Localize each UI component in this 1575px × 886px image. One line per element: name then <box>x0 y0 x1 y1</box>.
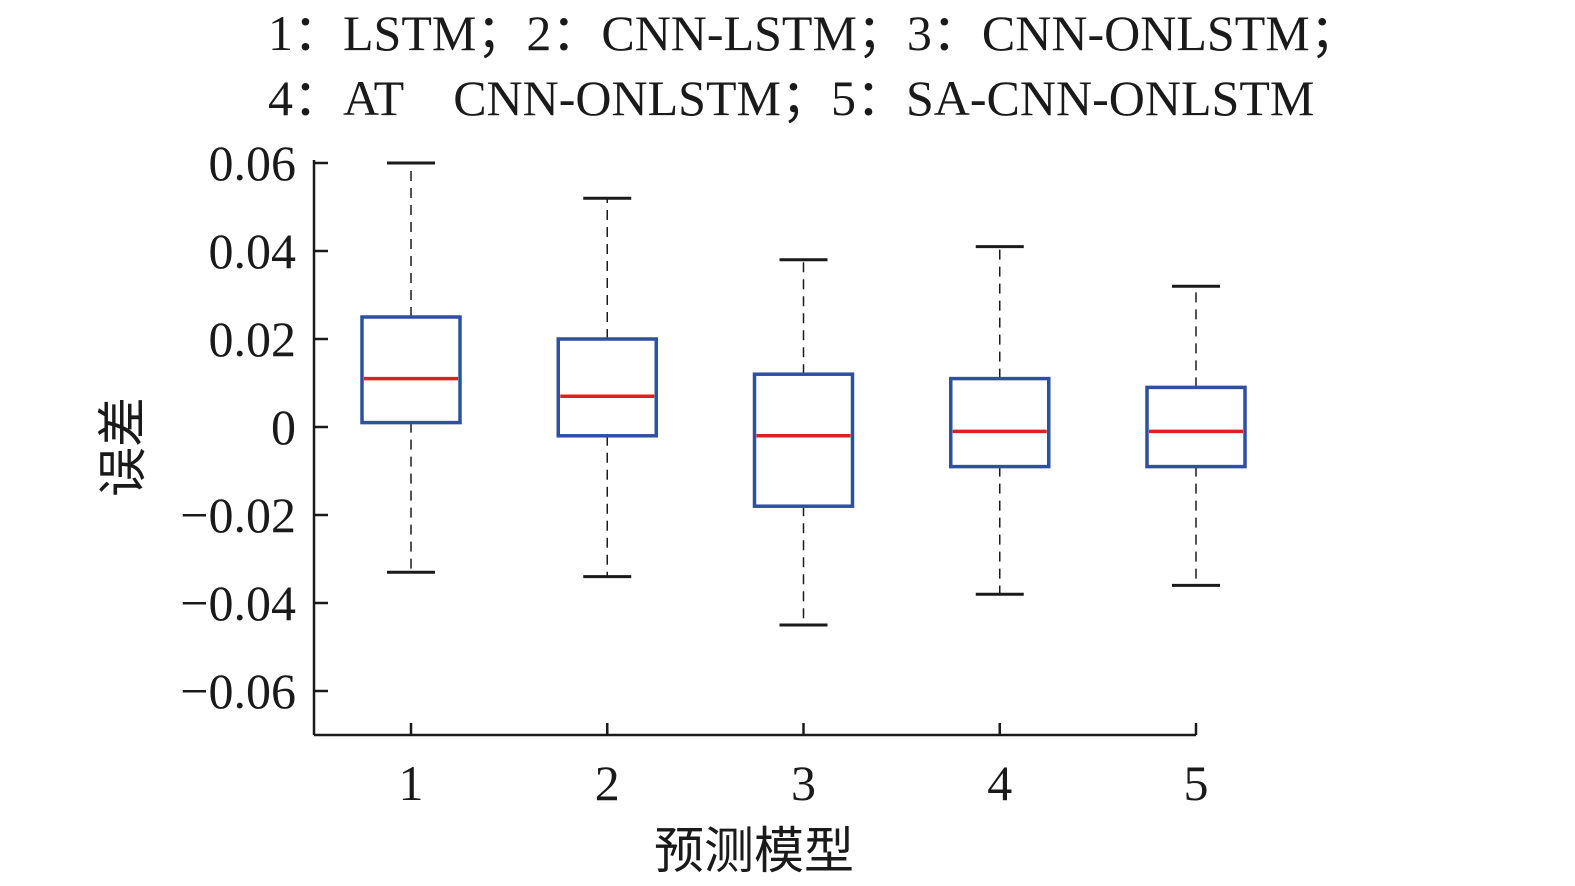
box-3 <box>752 258 855 627</box>
box-1 <box>360 161 462 574</box>
chart-title-line-2: 4：AT CNN-ONLSTM；5：SA-CNN-ONLSTM <box>268 70 1314 126</box>
x-tick-label: 4 <box>987 755 1012 811</box>
x-tick-label: 5 <box>1184 755 1209 811</box>
x-tick-label: 2 <box>595 755 620 811</box>
y-tick-label: 0.04 <box>209 223 297 279</box>
y-tick-label: −0.02 <box>180 487 296 543</box>
y-axis: 0.06 0.04 0.02 0 −0.02 −0.04 −0.06 <box>180 135 328 719</box>
box-4 <box>949 245 1051 596</box>
chart-title-line-1: 1：LSTM；2：CNN-LSTM；3：CNN-ONLSTM； <box>268 5 1360 61</box>
box-5 <box>1145 284 1247 587</box>
x-axis-label: 预测模型 <box>654 823 854 879</box>
x-tick-label: 3 <box>791 755 816 811</box>
iqr-box <box>752 372 855 508</box>
box-series <box>360 161 1247 627</box>
plot-area <box>312 160 1196 737</box>
iqr-box <box>556 337 658 438</box>
y-tick-label: 0 <box>271 399 296 455</box>
iqr-box <box>949 376 1051 469</box>
x-tick-label: 1 <box>399 755 424 811</box>
y-tick-label: −0.06 <box>180 663 296 719</box>
y-axis-label: 误差 <box>95 397 151 497</box>
y-tick-label: 0.06 <box>209 135 297 191</box>
y-tick-label: 0.02 <box>209 311 297 367</box>
box-2 <box>556 196 658 579</box>
x-axis: 1 2 3 4 5 <box>399 723 1209 811</box>
iqr-box <box>360 315 462 425</box>
iqr-box <box>1145 385 1247 469</box>
y-tick-label: −0.04 <box>180 575 296 631</box>
